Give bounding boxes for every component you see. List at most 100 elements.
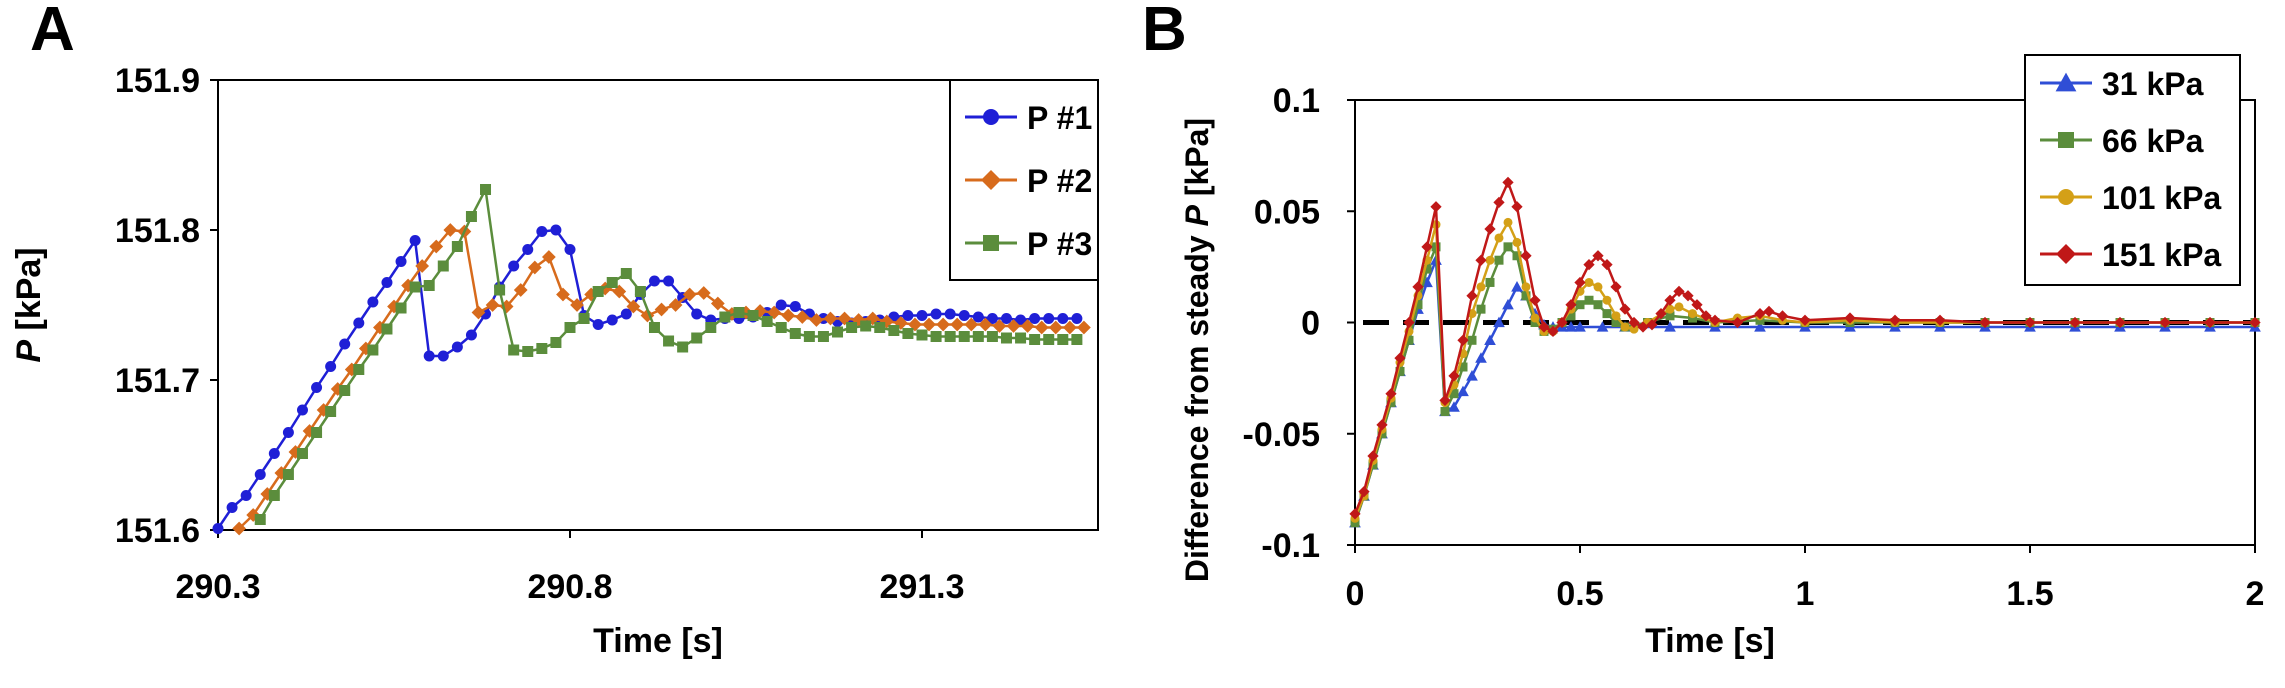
panel-b-legend-label: 101 kPa [2102,180,2221,216]
panel-b-data-point [1449,389,1459,399]
panel-a-data-point [950,317,965,332]
panel-a-x-tick-label: 290.3 [175,568,260,606]
panel-a-data-point [246,508,261,522]
panel-a-data-point [1020,319,1035,333]
panel-a-plot-area [217,79,1099,531]
panel-b-data-point [2024,316,2036,329]
panel-a-data-point [620,308,632,320]
panel-b-data-point [1596,321,1609,332]
panel-b-data-point [1358,485,1370,498]
panel-a-data-point [570,298,584,312]
panel-b-data-point [1629,324,1639,334]
panel-a-data-point [522,244,534,255]
panel-b-data-point [1467,335,1477,345]
panel-a-data-point [930,331,942,342]
panel-a-data-point [339,338,351,350]
panel-a-data-point [437,260,449,272]
panel-a-data-point [465,329,477,341]
panel-a-data-point [485,298,500,312]
panel-b-y-tick-label: 0.05 [1254,193,1320,231]
panel-b-data-point [1547,325,1559,338]
panel-a-data-point [311,382,323,393]
panel-a-data-point [395,302,407,314]
panel-a-data-point [817,331,829,342]
panel-a-data-point [536,343,548,354]
panel-b-data-point [1367,450,1379,462]
panel-a-series-line [216,228,1077,530]
panel-b-data-point [1664,321,1676,332]
panel-b-data-point [1349,508,1361,520]
panel-b-x-axis: 0 0.5 1 1.5 2 [1346,545,2264,613]
panel-b-y-axis-unit: [kPa] [1179,118,1215,205]
panel-a-data-point [972,331,984,342]
panel-b-legend-box [2024,54,2241,286]
panel-b-series-group [1349,176,2261,528]
panel-a-data-point [944,331,956,342]
panel-b-label: B [1142,0,1187,64]
panel-b-data-point [1448,401,1460,412]
panel-a-data-point [226,502,238,513]
panel-a-data-point [1000,332,1012,344]
panel-b-data-point [1494,255,1504,265]
panel-b: B -0.1 -0.05 0 0.05 0.1 0 0.5 1 1.5 2 Time [s] D… [1142,0,2264,660]
panel-a-data-point [1071,334,1083,345]
panel-b-data-point [1566,311,1576,321]
panel-b-data-point [1776,310,1789,322]
panel-a-data-point [705,322,717,333]
panel-a-x-tick-label: 290.8 [527,568,612,606]
panel-a-data-point [325,406,337,417]
panel-a-data-point [648,322,660,333]
panel-a-data-point [465,211,477,222]
panel-a-legend-label: P #2 [1027,163,1092,199]
panel-a-data-point [1057,334,1069,345]
panel-a-data-point [367,344,379,356]
panel-a-data-point [381,323,393,335]
panel-a-data-point [846,322,858,333]
panel-b-data-point [2204,316,2216,329]
panel-a-data-point [254,514,266,525]
panel-a-data-point [268,490,280,501]
panel-b-data-point [1620,322,1630,332]
panel-b-data-point [1674,302,1684,312]
panel-b-legend: 31 kPa 66 kPa 101 kPa 151 kPa [2024,54,2241,286]
panel-a-data-point [803,331,815,342]
panel-a-data-point [781,308,796,323]
panel-b-data-point [1404,335,1414,345]
panel-b-data-point [1422,264,1432,274]
panel-b-data-point [1448,370,1460,382]
panel-a-data-point [578,313,590,324]
panel-b-data-point [1584,295,1594,305]
panel-b-data-point [1889,314,1901,326]
panel-b-data-point [1700,310,1712,322]
panel-b-y-tick-label: -0.05 [1243,416,1321,454]
panel-a-y-axis-title: P [kPa] [10,247,48,362]
panel-b-data-point [1611,318,1621,327]
panel-a-data-point [522,346,534,357]
panel-b-data-point [1421,241,1433,253]
panel-a-data-point [958,310,970,321]
panel-b-data-point [1475,254,1487,266]
panel-b-legend-marker [2056,244,2076,264]
panel-a-data-point [654,302,669,317]
panel-a-data-point [916,310,928,321]
panel-a-x-axis: 290.3 290.8 291.3 [175,530,965,606]
panel-a-data-point [423,280,435,291]
panel-a-data-point [381,277,393,288]
panel-b-data-point [1485,255,1495,265]
panel-b-legend-label: 66 kPa [2102,123,2204,159]
panel-b-data-point [1934,314,1946,326]
panel-b-data-point [1844,312,1856,324]
panel-a-data-point [874,322,886,333]
panel-a-data-point [606,314,618,326]
panel-a-data-point [437,350,449,362]
panel-b-data-point [1494,233,1504,243]
panel-a-data-point [296,404,308,416]
panel-a-legend-marker [983,235,999,251]
panel-a-y-axis-var: P [10,340,48,363]
panel-b-data-point [1574,276,1586,289]
panel-a-data-point [1057,313,1069,324]
panel-a-data-point [663,275,675,287]
panel-a-y-tick-label: 151.8 [115,212,200,250]
panel-b-data-point [1430,201,1442,213]
